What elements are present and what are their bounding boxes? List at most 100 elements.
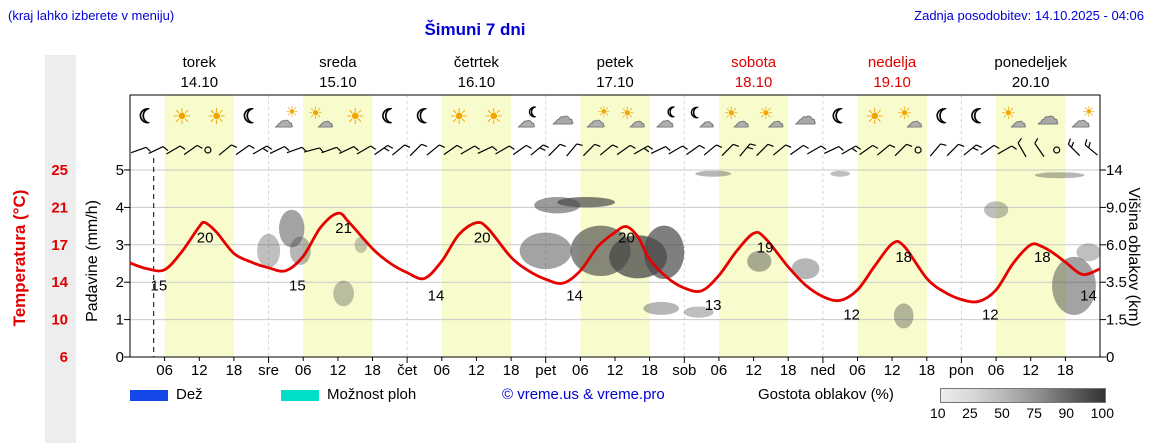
wind-barb — [789, 144, 809, 156]
daytime-bands — [164, 95, 1066, 357]
temperature-label: 21 — [335, 220, 352, 237]
svg-text:☁: ☁ — [586, 110, 605, 132]
cloud-sun-icon: ☀☁ — [586, 103, 611, 132]
wind-barb — [218, 144, 238, 156]
density-tick: 10 — [930, 405, 946, 421]
svg-text:☀: ☀ — [865, 105, 885, 130]
cloud-icon: ☁ — [552, 105, 575, 131]
x-hour-tick: 18 — [226, 362, 243, 379]
cloud-blob — [984, 201, 1009, 219]
precip-tick: 5 — [116, 162, 124, 179]
svg-text:☁: ☁ — [907, 112, 923, 131]
wind-barb — [703, 144, 723, 156]
wind-barb — [894, 143, 913, 157]
wind-barb — [739, 143, 756, 157]
cloud-density-legend-label: Gostota oblakov (%) — [758, 386, 894, 403]
temperature-label: 20 — [474, 230, 491, 247]
wind-barb — [582, 143, 601, 157]
day-name: nedelja — [868, 54, 917, 71]
day-date: 18.10 — [735, 74, 773, 91]
svg-text:☾: ☾ — [242, 104, 260, 128]
day-date: 15.10 — [319, 74, 357, 91]
temperature-label: 18 — [1034, 249, 1051, 266]
day-date: 14.10 — [181, 74, 219, 91]
wind-barb — [374, 144, 394, 156]
wind-barb — [252, 145, 273, 155]
wind-barb — [148, 146, 169, 154]
x-day-abbrev: čet — [397, 362, 418, 379]
temperature-tick: 21 — [51, 199, 68, 216]
cloud-sun-icon: ☀☁ — [1071, 103, 1096, 132]
sun-icon: ☀ — [484, 105, 504, 130]
day-name: torek — [183, 54, 217, 71]
x-hour-tick: 12 — [607, 362, 624, 379]
wind-barb — [877, 144, 896, 156]
temperature-label: 14 — [566, 287, 583, 304]
sun-cloud-icon: ☀☁ — [1001, 104, 1027, 131]
svg-text:☁: ☁ — [656, 111, 674, 132]
cloud-sun-icon: ☀☁ — [274, 103, 299, 132]
cloud-blob — [830, 170, 850, 177]
wind-barbs — [130, 137, 1098, 158]
svg-text:☀: ☀ — [207, 105, 227, 130]
calm-wind-symbol — [914, 146, 922, 154]
wind-barb — [477, 146, 498, 154]
wind-barb — [166, 145, 186, 155]
moon-icon: ☾ — [138, 104, 157, 129]
temperature-label: 13 — [705, 297, 722, 314]
x-hour-tick: 06 — [572, 362, 589, 379]
day-date: 17.10 — [596, 74, 634, 91]
cloud-height-tick: 14 — [1106, 162, 1123, 179]
sun-icon: ☀ — [865, 105, 885, 130]
x-hour-tick: 12 — [884, 362, 901, 379]
rain-legend-swatch — [130, 390, 168, 401]
precip-tick: 0 — [116, 349, 124, 366]
svg-text:☁: ☁ — [795, 105, 817, 130]
svg-text:☀: ☀ — [724, 104, 739, 124]
wind-barb — [773, 144, 792, 156]
day-date: 20.10 — [1012, 74, 1050, 91]
x-hour-tick: 18 — [641, 362, 658, 379]
wind-barb — [859, 144, 879, 156]
x-hour-tick: 12 — [1022, 362, 1039, 379]
day-header-sobota: sobota 18.10 — [731, 54, 777, 91]
x-hour-tick: 12 — [330, 362, 347, 379]
copyright-link[interactable]: © vreme.us & vreme.pro — [502, 386, 665, 403]
temperature-label: 12 — [982, 307, 999, 324]
svg-text:☀: ☀ — [308, 104, 323, 124]
wind-barb — [841, 145, 862, 155]
wind-barb — [946, 143, 965, 157]
wind-barb — [929, 143, 947, 157]
daytime-band — [718, 95, 789, 357]
svg-text:☁: ☁ — [733, 112, 749, 131]
wind-barb — [235, 144, 255, 156]
showers-legend-label: Možnost ploh — [327, 386, 417, 403]
moon-cloud-icon: ☾☁ — [689, 104, 714, 132]
wind-barb — [1034, 137, 1045, 157]
calm-wind-symbol — [204, 146, 212, 154]
sun-cloud-icon: ☀☁ — [724, 104, 750, 131]
sun-cloud-icon: ☀☁ — [620, 104, 646, 131]
wind-barb — [460, 145, 480, 155]
svg-text:☀: ☀ — [1001, 104, 1016, 124]
sun-cloud-icon: ☀☁ — [308, 104, 334, 131]
svg-text:☁: ☁ — [699, 113, 714, 131]
temperature-tick: 6 — [60, 349, 68, 366]
day-headers: torek 14.10 sreda 15.10 četrtek 16.10 petek 17.… — [181, 54, 1068, 91]
svg-text:☁: ☁ — [552, 105, 574, 130]
temperature-labels: 15 20 15 21 14 20 14 20 13 19 12 18 12 18 14 — [151, 220, 1097, 323]
day-name: sobota — [731, 54, 777, 71]
x-hour-tick: 18 — [918, 362, 935, 379]
cloud-blob — [683, 306, 714, 318]
moon-icon: ☾ — [831, 104, 850, 129]
wind-barb — [1084, 138, 1098, 156]
svg-text:☀: ☀ — [897, 104, 912, 124]
wind-barb — [1067, 138, 1081, 157]
x-hour-tick: 06 — [711, 362, 728, 379]
precip-tick: 2 — [116, 274, 124, 291]
cloud-blob — [289, 236, 311, 265]
daytime-band — [441, 95, 512, 357]
calm-wind-symbol — [1053, 146, 1061, 154]
wind-barb — [269, 146, 290, 154]
cloud-blob — [1034, 172, 1085, 179]
